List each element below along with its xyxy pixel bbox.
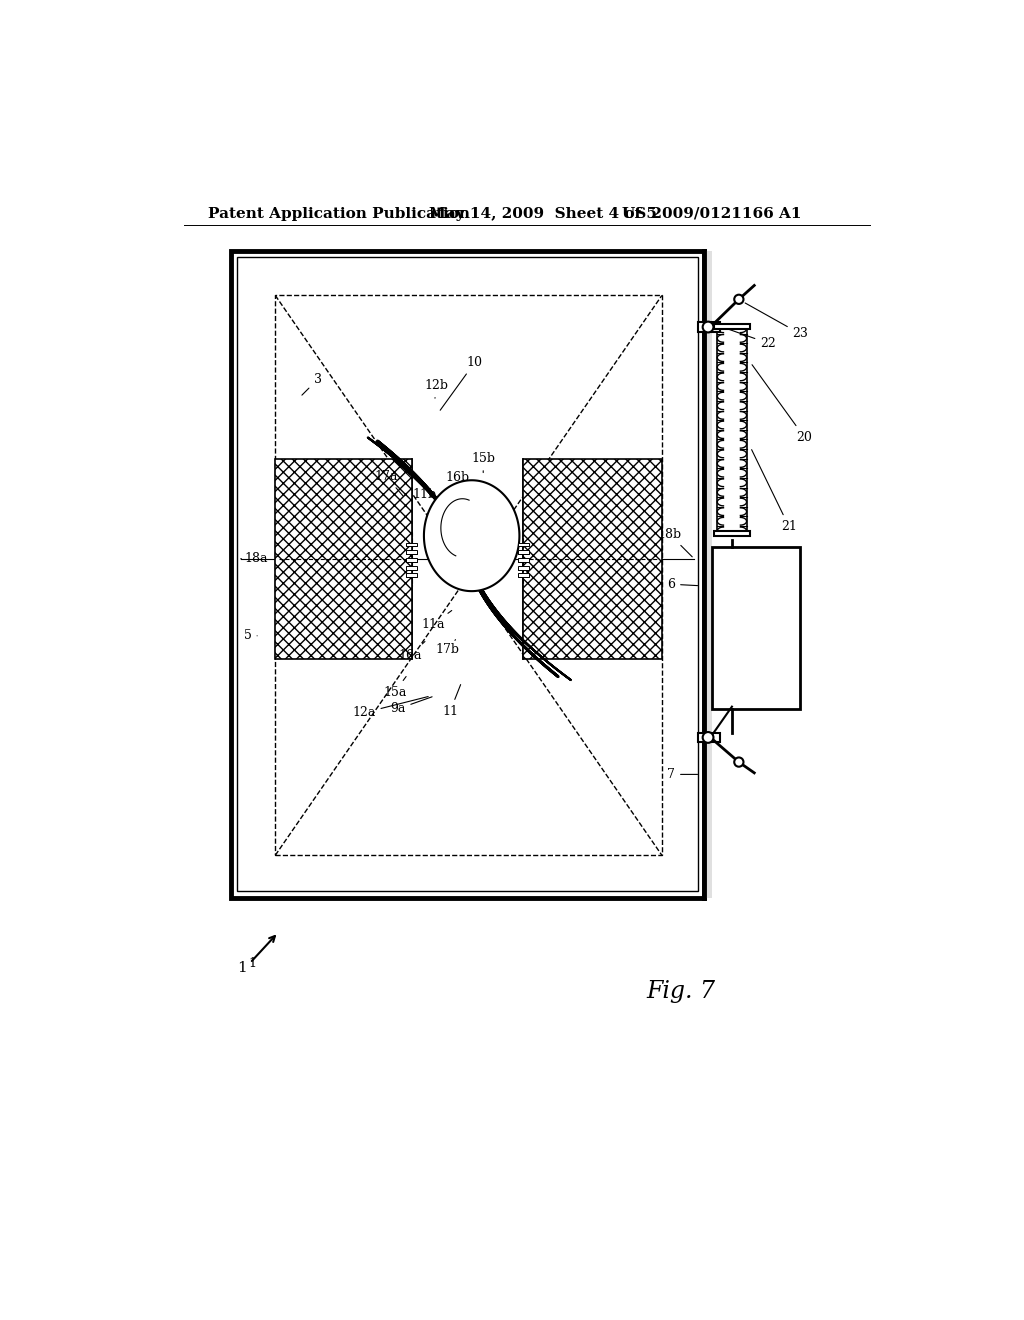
Text: 3: 3: [302, 372, 322, 395]
Text: 2: 2: [437, 536, 469, 548]
Bar: [518, 550, 528, 554]
Bar: [237, 257, 698, 891]
Bar: [407, 566, 417, 570]
Text: 20: 20: [752, 364, 812, 444]
Text: 12b: 12b: [424, 379, 449, 399]
Text: Fig. 7: Fig. 7: [646, 979, 716, 1003]
Text: 1: 1: [238, 961, 247, 975]
Bar: [714, 531, 750, 536]
Text: 7: 7: [668, 768, 697, 781]
Text: 11a: 11a: [422, 611, 452, 631]
Text: 21: 21: [752, 450, 797, 533]
Text: 23: 23: [745, 304, 808, 341]
Text: 19: 19: [783, 619, 799, 648]
Text: 16b: 16b: [445, 471, 470, 490]
Bar: [705, 251, 712, 898]
Polygon shape: [368, 437, 571, 680]
Text: 1: 1: [248, 957, 256, 970]
Text: 18b: 18b: [657, 528, 692, 557]
Text: 22: 22: [719, 326, 776, 350]
Bar: [714, 323, 750, 329]
Bar: [407, 558, 417, 562]
Text: 6: 6: [667, 578, 697, 591]
Circle shape: [734, 758, 743, 767]
Text: 17b: 17b: [436, 640, 460, 656]
Text: 5: 5: [244, 630, 257, 643]
Bar: [275, 296, 662, 855]
Text: US 2009/0121166 A1: US 2009/0121166 A1: [622, 207, 802, 220]
Bar: [698, 733, 720, 742]
Bar: [407, 543, 417, 546]
Text: 17a: 17a: [375, 470, 403, 496]
Text: 11b: 11b: [413, 488, 438, 507]
Text: 11: 11: [442, 685, 461, 718]
Text: 9a: 9a: [390, 697, 432, 715]
Polygon shape: [424, 480, 519, 591]
Bar: [518, 558, 528, 562]
Bar: [712, 548, 801, 709]
Circle shape: [702, 733, 714, 743]
Bar: [275, 459, 412, 659]
Bar: [230, 251, 705, 898]
Bar: [523, 459, 662, 659]
Bar: [698, 322, 720, 331]
Text: Patent Application Publication: Patent Application Publication: [208, 207, 470, 220]
Bar: [518, 573, 528, 577]
Circle shape: [734, 294, 743, 304]
Text: 10: 10: [440, 356, 482, 411]
Text: 15b: 15b: [471, 453, 496, 473]
Text: May 14, 2009  Sheet 4 of 5: May 14, 2009 Sheet 4 of 5: [429, 207, 657, 220]
Text: 16a: 16a: [398, 642, 425, 661]
Bar: [518, 543, 528, 546]
Bar: [407, 573, 417, 577]
Bar: [518, 566, 528, 570]
Bar: [407, 550, 417, 554]
Text: 15a: 15a: [383, 677, 407, 698]
Circle shape: [702, 322, 714, 333]
Text: 18a: 18a: [241, 552, 268, 565]
Polygon shape: [378, 441, 558, 677]
Text: 12a: 12a: [352, 697, 428, 719]
